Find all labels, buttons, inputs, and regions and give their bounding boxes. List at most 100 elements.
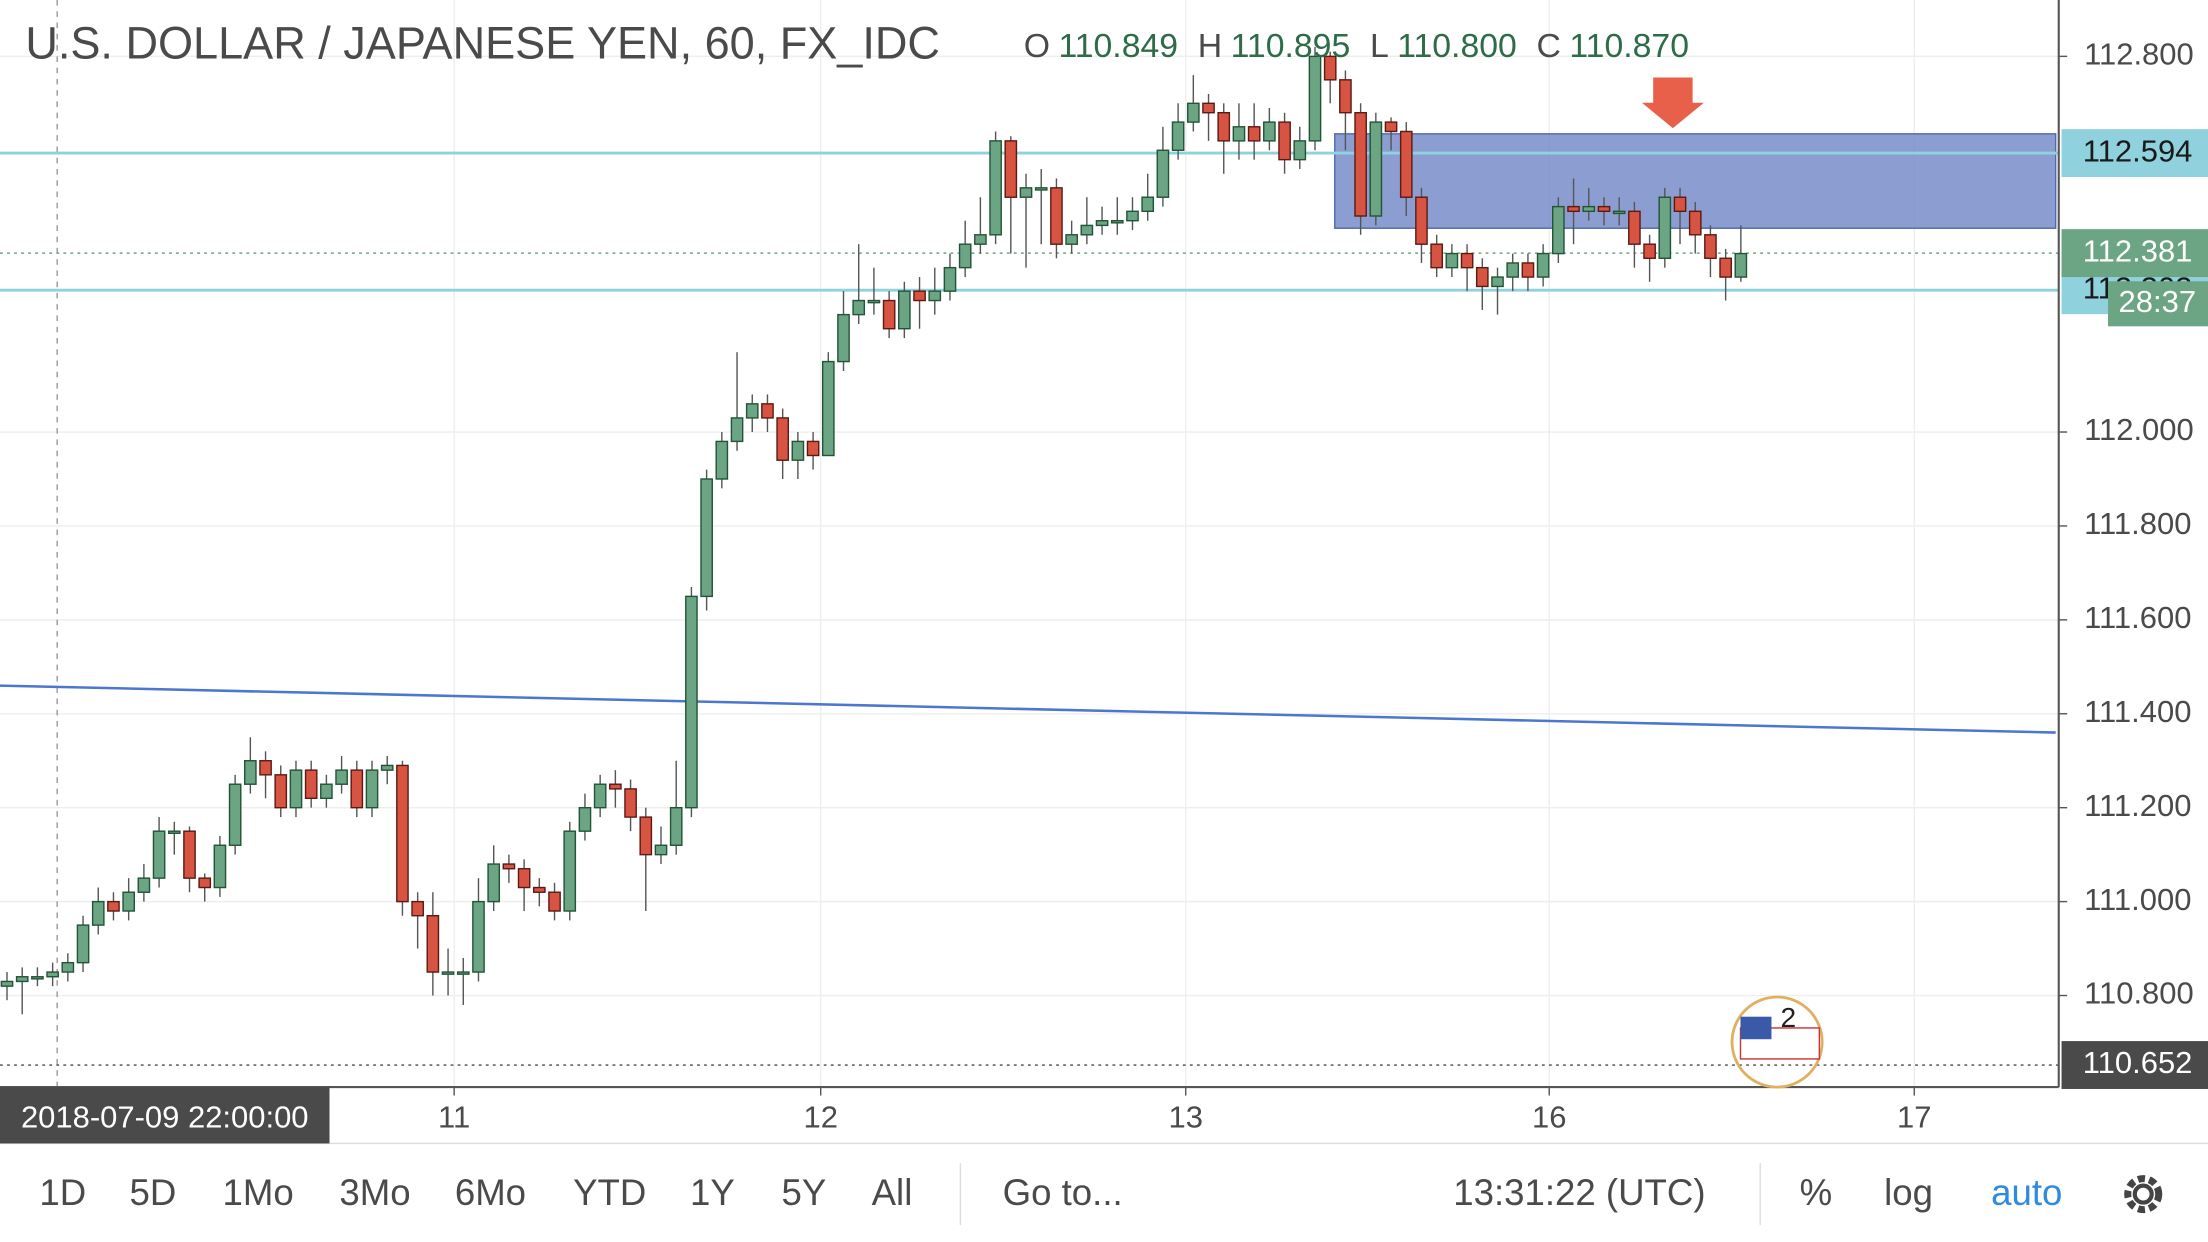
candle-body [137,877,151,893]
settings-button[interactable] [2124,1175,2163,1214]
x-tick-label: 16 [1532,1100,1566,1135]
ohlc-legend: O 110.849 H 110.895 L 110.800 C 110.870 [1024,27,1689,65]
price-badge-label: 112.594 [2083,133,2193,168]
candle-body [593,783,607,809]
y-tick-label: 111.600 [2084,600,2191,635]
arrow-marker [1641,77,1704,129]
candle-body [122,891,136,912]
candle-body [76,924,90,964]
candle-body [837,313,850,363]
event-badge: 2 [1730,995,1824,1089]
candle-body [791,440,805,461]
candle-body [669,806,683,846]
candle-body [152,830,166,879]
legend-value: 110.800 [1397,27,1517,65]
candle-body [1156,149,1170,198]
candle-body [1475,266,1489,288]
candle-body [1004,140,1018,198]
candle-body [1126,210,1139,222]
candle-body [806,440,820,457]
candle-body [380,764,394,771]
candle-body [396,764,409,903]
candle-body [1734,252,1748,278]
candle-body [578,806,592,832]
candle-body [502,863,516,870]
candle-body [1597,205,1611,213]
candle-body [1719,257,1732,278]
candle-body [1552,205,1565,255]
candle-body [700,478,713,598]
badge-ring [1730,995,1824,1089]
legend-value: 110.870 [1569,27,1689,65]
range-button[interactable]: 5D [130,1172,177,1213]
axes: 110.800 111.000 111.200 111.400 111.600 111.8… [0,37,2208,1144]
candle-body [0,980,14,987]
range-button[interactable]: All [872,1172,913,1213]
candle-body [1293,140,1307,161]
candle-body [1521,262,1535,278]
candle-body [335,769,348,785]
price-badge-label: 112.381 [2083,233,2193,268]
candle-body [1415,196,1428,245]
candle-body [472,900,485,973]
candle-body [685,595,698,809]
range-button[interactable]: YTD [573,1172,646,1213]
y-tick-label: 110.800 [2084,976,2194,1011]
candle-body [1491,276,1504,288]
candle-body [761,403,774,419]
candle-body [928,290,942,302]
candle-body [1080,224,1094,236]
candle-body [213,844,227,889]
candle-body [1354,111,1367,217]
candle-body [624,788,637,818]
candle-body [913,290,926,302]
percent-button[interactable]: % [1800,1172,1833,1213]
candle-body [730,417,744,443]
y-tick-label: 112.000 [2084,412,2194,447]
range-button[interactable]: 1Y [690,1172,735,1213]
candle-body [289,769,303,809]
range-button[interactable]: 1Mo [222,1172,293,1213]
legend-key: C [1537,27,1561,65]
candle-body [1065,234,1078,245]
candle-body [46,971,59,978]
gear [2124,1175,2163,1214]
candle-body [974,234,987,245]
candle-body [31,976,44,980]
legend-key: H [1198,27,1222,65]
candle-body [715,440,729,480]
candle-body [1445,252,1459,269]
candle-body [1612,210,1626,215]
legend-value: 110.895 [1231,27,1351,65]
candle-body [867,299,881,304]
y-tick-label: 111.200 [2084,788,2191,823]
auto-button[interactable]: auto [1991,1172,2062,1213]
candle-body [1506,262,1520,278]
range-button[interactable]: 1D [39,1172,86,1213]
candle-body [426,914,440,973]
candle-body [1034,187,1048,191]
x-tick-label: 13 [1168,1100,1202,1135]
candle-body [1095,220,1109,227]
candle-body [183,830,196,879]
candle-body [1643,243,1656,259]
goto-button[interactable]: Go to... [1003,1172,1123,1213]
range-button[interactable]: 3Mo [339,1172,410,1213]
legend-key: O [1024,27,1050,65]
log-button[interactable]: log [1884,1172,1933,1213]
crosshair-label-bg [0,1087,330,1144]
candle-body [1460,252,1474,269]
candle-body [274,774,288,809]
chart-title: U.S. DOLLAR / JAPANESE YEN, 60, FX_IDC [25,17,940,68]
candle-body [1141,196,1155,213]
event-count: 2 [1781,1002,1797,1033]
candle-body [852,299,866,316]
price-badge [2061,129,2208,178]
gear-hub [2132,1183,2154,1205]
price-badge-label: 110.652 [2083,1045,2193,1080]
range-button[interactable]: 5Y [782,1172,827,1213]
candle-body [517,868,531,889]
range-button[interactable]: 6Mo [455,1172,526,1213]
candle-body [609,783,622,790]
